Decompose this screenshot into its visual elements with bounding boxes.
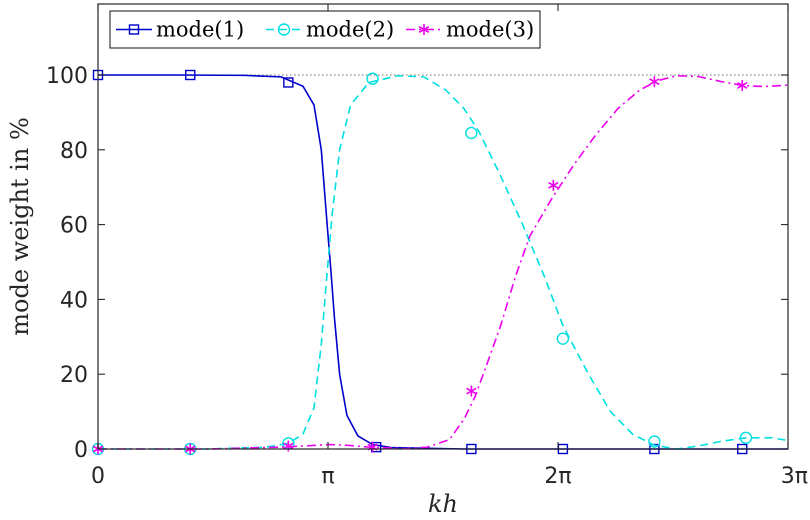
y-axis-label: mode weight in %	[6, 117, 34, 335]
legend-label: mode(1)	[156, 18, 244, 42]
asterisk-stroke	[418, 26, 430, 33]
asterisk-stroke	[466, 387, 477, 395]
asterisk-stroke	[283, 442, 294, 450]
y-tick-label: 100	[46, 64, 88, 89]
data-point	[649, 76, 660, 88]
x-tick-label: 2π	[544, 464, 571, 489]
data-point	[648, 435, 661, 448]
legend-item-mode3: mode(3)	[406, 18, 534, 42]
data-point	[465, 126, 478, 140]
data-point	[283, 440, 294, 452]
asterisk-stroke	[548, 181, 559, 189]
x-axis-label: kh	[428, 490, 458, 518]
data-point	[466, 385, 477, 397]
data-point	[418, 24, 430, 35]
legend-item-mode2: mode(2)	[266, 18, 394, 42]
data-point	[185, 69, 196, 81]
data-point	[739, 431, 753, 444]
data-point	[548, 179, 559, 191]
legend-item-mode1: mode(1)	[116, 18, 244, 42]
asterisk-stroke	[737, 82, 748, 89]
legend-label: mode(2)	[306, 18, 394, 42]
y-tick-label: 20	[60, 363, 88, 388]
legend-label: mode(3)	[446, 18, 534, 42]
y-tick-label: 40	[60, 288, 88, 313]
data-point	[283, 77, 294, 88]
data-point	[366, 72, 379, 85]
data-point	[128, 24, 140, 35]
series-line	[98, 74, 788, 450]
plot-area	[98, 4, 788, 449]
y-tick-label: 0	[74, 438, 88, 463]
x-tick-label: 0	[91, 464, 105, 489]
data-point	[737, 79, 748, 91]
y-tick-label: 80	[60, 139, 88, 164]
data-point	[277, 23, 291, 36]
x-tick-label: π	[321, 464, 334, 489]
legend-box	[109, 10, 541, 49]
y-tick-label: 60	[60, 214, 88, 239]
asterisk-stroke	[649, 78, 660, 86]
data-point	[556, 332, 570, 345]
x-tick-label: 3π	[781, 464, 808, 489]
axes-frame	[97, 3, 789, 450]
